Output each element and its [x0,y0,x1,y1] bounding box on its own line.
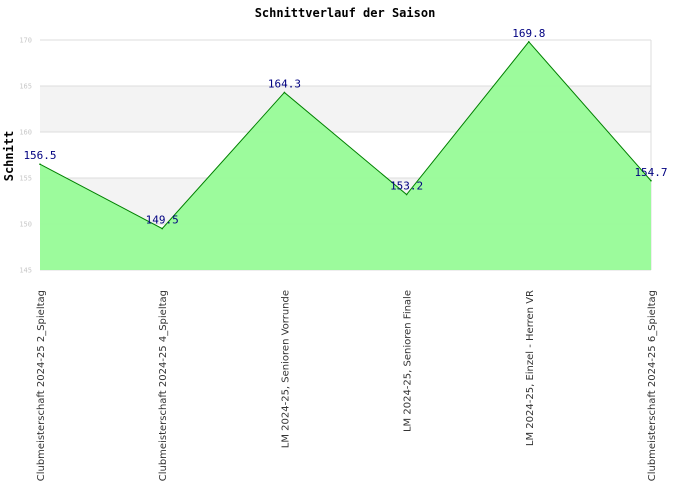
x-tick-label: Clubmeisterschaft 2024-25 6_Spieltag [647,290,658,481]
data-label: 169.8 [512,27,545,40]
series-group [39,41,652,271]
x-tick-label: LM 2024-25, Einzel - Herren VR [525,290,536,446]
y-tick-label: 165 [19,83,32,91]
x-tick-label: Clubmeisterschaft 2024-25 2_Spieltag [36,290,47,481]
series-line [39,41,652,230]
data-labels: 156.5 149.5 164.3 153.2 169.8 154.7 [23,27,667,227]
y-tick-label: 160 [19,129,32,137]
data-label: 156.5 [23,149,56,162]
y-tick-label: 145 [19,267,32,275]
y-axis-label: Schnitt [2,131,16,182]
x-tick-label: LM 2024-25, Senioren Vorrunde [280,290,291,448]
y-tick-label: 155 [19,175,32,183]
data-point [528,41,530,43]
data-point [39,163,41,165]
x-tick-label: LM 2024-25, Senioren Finale [403,290,414,432]
x-ticks: Clubmeisterschaft 2024-25 2_Spieltag Club… [36,290,658,481]
y-ticks: 145 150 155 160 165 170 [19,37,32,275]
x-tick-label: Clubmeisterschaft 2024-25 4_Spieltag [158,290,169,481]
y-tick-label: 170 [19,37,32,45]
chart-title: Schnittverlauf der Saison [255,6,436,20]
series-area [40,41,651,271]
data-point [405,193,408,196]
data-point [161,227,163,230]
data-point [283,91,286,94]
data-label: 164.3 [268,77,301,90]
data-label: 149.5 [146,214,179,227]
data-label: 154.7 [634,166,667,179]
y-tick-label: 150 [19,221,32,229]
data-label: 153.2 [390,180,423,193]
data-point [650,179,652,182]
